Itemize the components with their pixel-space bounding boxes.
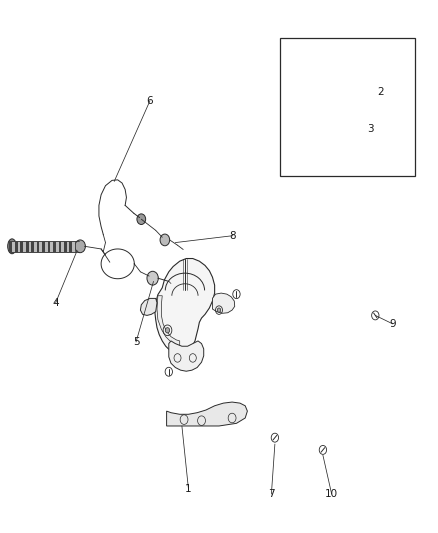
Polygon shape (212, 293, 235, 313)
Circle shape (217, 308, 221, 312)
Text: 8: 8 (230, 231, 236, 241)
Text: 4: 4 (53, 297, 59, 308)
Circle shape (147, 271, 158, 285)
Polygon shape (301, 96, 340, 118)
Bar (53, 241, 56, 252)
Bar (10, 241, 75, 252)
Polygon shape (299, 94, 342, 111)
Text: 3: 3 (367, 124, 374, 134)
Polygon shape (141, 298, 157, 316)
Polygon shape (169, 341, 204, 371)
Circle shape (160, 234, 170, 246)
Text: 9: 9 (389, 319, 396, 329)
Bar (280, 38, 416, 176)
Bar (15, 241, 18, 252)
Bar (42, 241, 45, 252)
Circle shape (165, 328, 170, 333)
Polygon shape (166, 402, 247, 426)
Text: 7: 7 (268, 489, 275, 499)
Bar (10, 241, 12, 252)
Bar (59, 241, 61, 252)
Circle shape (137, 214, 146, 224)
Bar (31, 241, 34, 252)
Bar (37, 241, 39, 252)
Text: 10: 10 (325, 489, 338, 499)
Polygon shape (306, 64, 335, 88)
Polygon shape (304, 49, 337, 77)
Text: 6: 6 (147, 95, 153, 106)
Ellipse shape (8, 239, 16, 254)
Text: 5: 5 (133, 337, 139, 347)
Bar (64, 241, 67, 252)
Bar (26, 241, 28, 252)
Bar (20, 241, 23, 252)
Polygon shape (155, 259, 215, 353)
Text: 2: 2 (377, 87, 384, 97)
Text: 1: 1 (185, 484, 192, 494)
Bar (48, 241, 50, 252)
Circle shape (75, 240, 85, 253)
Bar (70, 241, 72, 252)
Polygon shape (157, 296, 180, 346)
